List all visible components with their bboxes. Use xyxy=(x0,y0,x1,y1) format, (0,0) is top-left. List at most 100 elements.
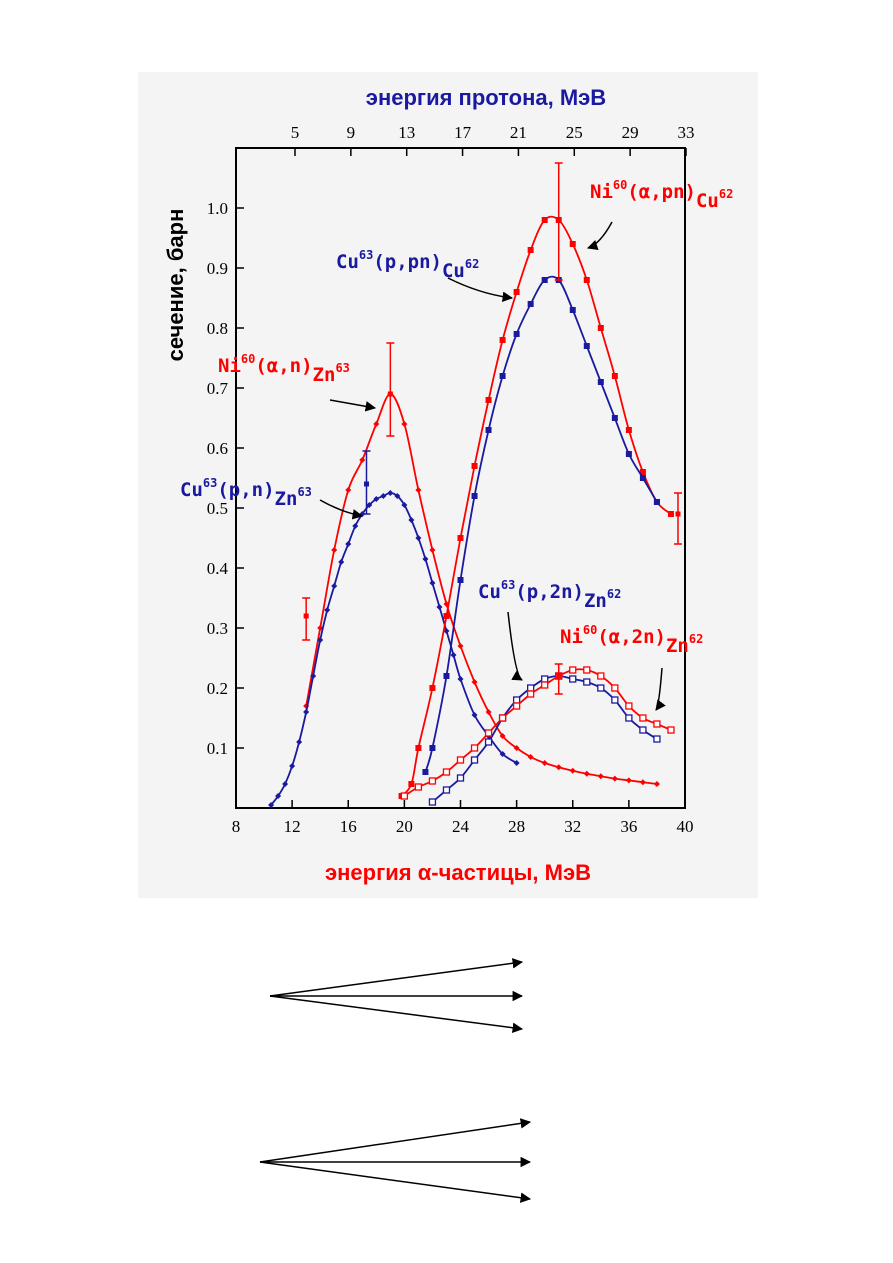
data-point xyxy=(625,451,632,457)
data-point xyxy=(527,301,534,307)
x-bottom-tick-label: 36 xyxy=(620,817,637,836)
data-point xyxy=(428,798,437,806)
data-point xyxy=(498,714,507,722)
y-tick-label: 0.2 xyxy=(207,679,228,698)
data-point xyxy=(569,675,577,683)
series-5 xyxy=(400,666,675,800)
data-point xyxy=(611,775,618,782)
chart-background xyxy=(138,72,758,898)
label-arrow xyxy=(655,667,666,711)
label-mass: 60 xyxy=(583,623,597,637)
x-bottom-tick-label: 28 xyxy=(508,817,525,836)
data-point xyxy=(373,496,380,502)
x-bottom-tick-label: 16 xyxy=(340,817,357,836)
data-point xyxy=(611,415,618,421)
error-bar-4 xyxy=(673,492,682,545)
data-point xyxy=(401,502,408,508)
data-point xyxy=(436,604,443,610)
label-pmass: 63 xyxy=(297,485,311,499)
data-point xyxy=(569,307,576,313)
data-point xyxy=(471,679,478,685)
label-pmass: 62 xyxy=(465,257,479,271)
reaction-label-0: Ni60(α,pn)Cu62 xyxy=(587,178,733,250)
reaction-label-3: Cu63(p,n)Zn63 xyxy=(180,476,364,520)
data-point xyxy=(282,781,289,787)
data-point xyxy=(625,427,632,433)
label-arrow xyxy=(447,277,514,303)
label-mass: 63 xyxy=(359,248,373,262)
data-point xyxy=(513,331,520,337)
data-point xyxy=(457,577,464,583)
data-point xyxy=(471,463,478,469)
data-point xyxy=(408,781,415,787)
reaction-label-1: Cu63(p,pn)Cu62 xyxy=(336,248,514,303)
data-point xyxy=(345,487,352,493)
data-point xyxy=(527,754,534,760)
data-point xyxy=(400,792,409,800)
x-top-tick-label: 17 xyxy=(454,123,472,142)
data-point xyxy=(513,745,520,751)
data-point xyxy=(625,714,633,722)
data-point xyxy=(428,777,437,785)
x-bottom-tick-label: 32 xyxy=(564,817,581,836)
data-point xyxy=(541,681,549,689)
data-point xyxy=(485,427,492,433)
data-point xyxy=(597,325,604,331)
data-point xyxy=(583,343,590,349)
arrow-lower-1 xyxy=(259,1118,532,1163)
x-bottom-tick-label: 24 xyxy=(452,817,470,836)
data-point xyxy=(569,241,576,247)
label-element: Ni xyxy=(218,355,241,377)
data-point xyxy=(625,777,632,784)
bottom-axis-title: энергия α-частицы, МэВ xyxy=(325,860,591,885)
data-point xyxy=(485,397,492,403)
y-tick-label: 0.7 xyxy=(207,379,229,398)
data-point xyxy=(484,729,493,737)
data-point xyxy=(653,499,660,505)
data-point xyxy=(485,709,492,715)
data-point xyxy=(366,502,373,508)
data-point xyxy=(442,768,451,776)
data-point xyxy=(422,769,429,775)
label-reaction: (α,n) xyxy=(255,355,312,377)
label-product: Cu xyxy=(442,260,465,282)
y-tick-label: 0.8 xyxy=(207,319,228,338)
data-point xyxy=(401,421,408,427)
y-axis-title: сечение, барн xyxy=(163,209,188,362)
data-point xyxy=(583,678,591,686)
error-bar-5 xyxy=(554,663,563,695)
data-point xyxy=(324,607,331,613)
data-point xyxy=(457,676,464,682)
data-point xyxy=(338,559,345,565)
data-point xyxy=(429,745,436,751)
data-point xyxy=(625,702,633,710)
data-point xyxy=(639,726,647,734)
label-mass: 60 xyxy=(613,178,627,192)
data-point xyxy=(415,745,422,751)
top-axis-title: энергия протона, МэВ xyxy=(366,85,606,110)
data-point xyxy=(380,493,387,499)
data-point xyxy=(639,714,647,722)
data-point xyxy=(513,760,520,766)
data-point xyxy=(317,637,324,643)
label-reaction: (p,2n) xyxy=(515,581,584,603)
label-product: Zn xyxy=(313,364,336,386)
label-pmass: 62 xyxy=(607,587,621,601)
arrow-upper-1 xyxy=(269,958,524,997)
data-point xyxy=(415,535,422,541)
data-point xyxy=(527,247,534,253)
label-element: Cu xyxy=(336,251,359,273)
label-arrow xyxy=(319,499,364,520)
data-point xyxy=(583,277,590,283)
data-point xyxy=(394,493,401,499)
data-point xyxy=(373,421,380,427)
label-arrow xyxy=(329,399,377,412)
label-reaction: (p,n) xyxy=(217,479,274,501)
data-point xyxy=(352,523,359,529)
data-point xyxy=(653,781,660,787)
label-arrow xyxy=(587,221,613,250)
svg-text:Cu63(p,2n)Zn62: Cu63(p,2n)Zn62 xyxy=(478,578,621,612)
label-arrow xyxy=(507,611,523,681)
data-point xyxy=(667,726,675,734)
data-point xyxy=(429,685,436,691)
